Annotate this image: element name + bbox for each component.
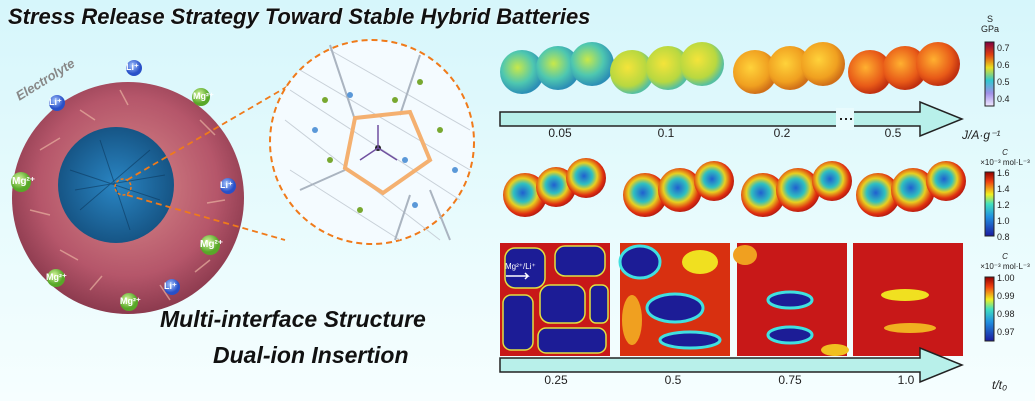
colorbar-tick: 1.4 [997, 184, 1010, 194]
colorbar-tick: 1.0 [997, 216, 1010, 226]
ion-li-label: Li⁺ [126, 62, 139, 72]
time-axis-label: t/t₀ [992, 378, 1008, 392]
heading-multi-interface: Multi-interface Structure [160, 306, 426, 332]
colorbar-title: C ×10⁻³ mol·L⁻³ [980, 148, 1030, 167]
tick-label: 0.5 [664, 373, 682, 387]
colorbar-tick: 0.98 [997, 309, 1015, 319]
concentration-spheres-row [503, 158, 966, 217]
heatmap-0.5 [618, 243, 730, 356]
heading-dual-ion: Dual-ion Insertion [213, 342, 409, 368]
tick-label: 0.1 [657, 126, 675, 140]
colorbar-title: C ×10⁻³ mol·L⁻³ [980, 252, 1030, 271]
current-density-axis-label: J/A·g⁻¹ [962, 128, 1001, 142]
ion-markers [11, 60, 236, 311]
tick-label: 0.2 [773, 126, 791, 140]
ion-li-label: Li⁺ [49, 97, 62, 107]
flux-inset-label: Mg²⁺/Li⁺ [505, 262, 536, 271]
tick-label: 0.05 [548, 126, 572, 140]
ion-li-label: Li⁺ [164, 281, 177, 291]
tick-label: 0.5 [884, 126, 902, 140]
zoom-line-bottom [126, 194, 286, 241]
stress-spheres-row [500, 42, 960, 94]
heatmap-0.75 [733, 243, 849, 356]
ion-mg-label: Mg²⁺ [200, 239, 224, 250]
ion-mg-label: Mg²⁺ [46, 272, 67, 282]
colorbar-tick: 0.6 [997, 60, 1010, 70]
page-title: Stress Release Strategy Toward Stable Hy… [8, 4, 591, 29]
colorbar-tick: 0.7 [997, 43, 1010, 53]
concentration-colorbar-particles [984, 171, 995, 237]
time-arrow [499, 346, 964, 384]
ion-mg-label: Mg²⁺ [193, 91, 214, 101]
tick-label: 0.75 [778, 373, 802, 387]
colorbar-tick: 1.2 [997, 200, 1010, 210]
colorbar-tick: 0.4 [997, 94, 1010, 104]
colorbar-tick: 0.99 [997, 291, 1015, 301]
hybrid-particle-illustration [12, 82, 244, 314]
ion-li-label: Li⁺ [220, 180, 233, 190]
heatmap-0.25 [500, 243, 610, 356]
colorbar-tick: 0.97 [997, 327, 1015, 337]
heatmap-1.0 [853, 243, 963, 356]
tick-label: 0.25 [544, 373, 568, 387]
current-density-arrow [499, 100, 964, 138]
stress-colorbar [984, 41, 995, 107]
interface-zoom-circle [269, 39, 475, 245]
colorbar-tick: 1.6 [997, 168, 1010, 178]
colorbar-title: S GPa [980, 14, 999, 34]
tick-label: 1.0 [897, 373, 915, 387]
concentration-heatmaps [500, 243, 963, 356]
colorbar-tick: 1.00 [997, 273, 1015, 283]
concentration-colorbar-heatmap [984, 276, 995, 342]
colorbar-tick: 0.8 [997, 232, 1010, 242]
ion-mg-label: Mg²⁺ [120, 296, 141, 306]
colorbar-tick: 0.5 [997, 77, 1010, 87]
ion-mg-label: Mg²⁺ [12, 176, 36, 187]
